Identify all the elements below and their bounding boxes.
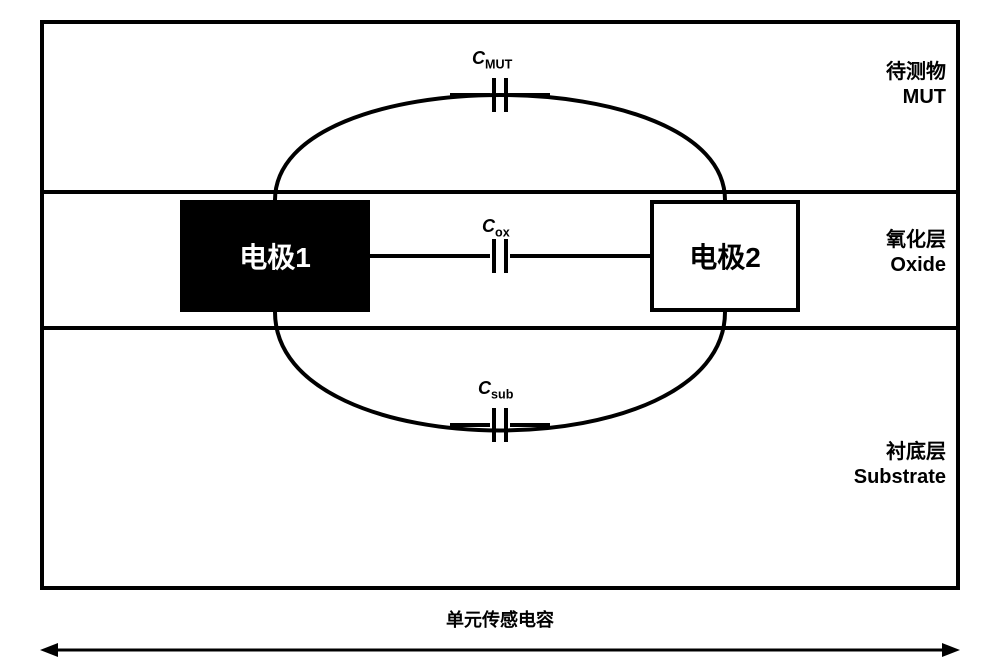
cap-mut-label: CMUT: [472, 48, 512, 72]
label-oxide-cn: 氧化层: [886, 228, 946, 253]
label-sub-cn: 衬底层: [854, 440, 946, 465]
label-oxide: 氧化层 Oxide: [886, 228, 946, 278]
label-mut-en: MUT: [886, 85, 946, 110]
electrode-1-label: 电极1: [239, 236, 311, 276]
layer-substrate: [44, 330, 956, 586]
cap-ox-lead-right: [510, 254, 550, 258]
cap-sub-label: Csub: [478, 378, 513, 402]
cap-ox: [450, 236, 550, 276]
electrode-2-label: 电极2: [689, 236, 761, 276]
cap-sub-sub: sub: [491, 388, 513, 402]
cap-ox-lead-left: [450, 254, 490, 258]
diagram-canvas: 待测物 MUT 氧化层 Oxide 衬底层 Substrate 电极1 电极2 …: [40, 20, 960, 590]
cap-mut-lead-right: [510, 93, 550, 97]
cap-sub-lead-right: [510, 423, 550, 427]
cap-ox-conn-left: [370, 254, 450, 258]
capacitor-icon: [492, 78, 508, 112]
electrode-1: 电极1: [180, 200, 370, 312]
cap-mut-sub: MUT: [485, 58, 512, 72]
cap-sub-lead-left: [450, 423, 490, 427]
electrode-2: 电极2: [650, 200, 800, 312]
cap-mut-lead-left: [450, 93, 490, 97]
arrowhead-left-icon: [40, 643, 58, 657]
label-substrate: 衬底层 Substrate: [854, 440, 946, 490]
cap-ox-sym: C: [482, 216, 495, 236]
cap-mut: [450, 75, 550, 115]
dimension-arrow: [40, 640, 960, 660]
cap-sub: [450, 405, 550, 445]
cap-ox-conn-right: [550, 254, 650, 258]
label-oxide-en: Oxide: [886, 253, 946, 278]
label-sub-en: Substrate: [854, 465, 946, 490]
cap-mut-sym: C: [472, 48, 485, 68]
caption-label: 单元传感电容: [0, 606, 1000, 632]
capacitor-icon: [492, 239, 508, 273]
arrowhead-right-icon: [942, 643, 960, 657]
label-mut: 待测物 MUT: [886, 60, 946, 110]
capacitor-icon: [492, 408, 508, 442]
label-mut-cn: 待测物: [886, 60, 946, 85]
cap-sub-sym: C: [478, 378, 491, 398]
